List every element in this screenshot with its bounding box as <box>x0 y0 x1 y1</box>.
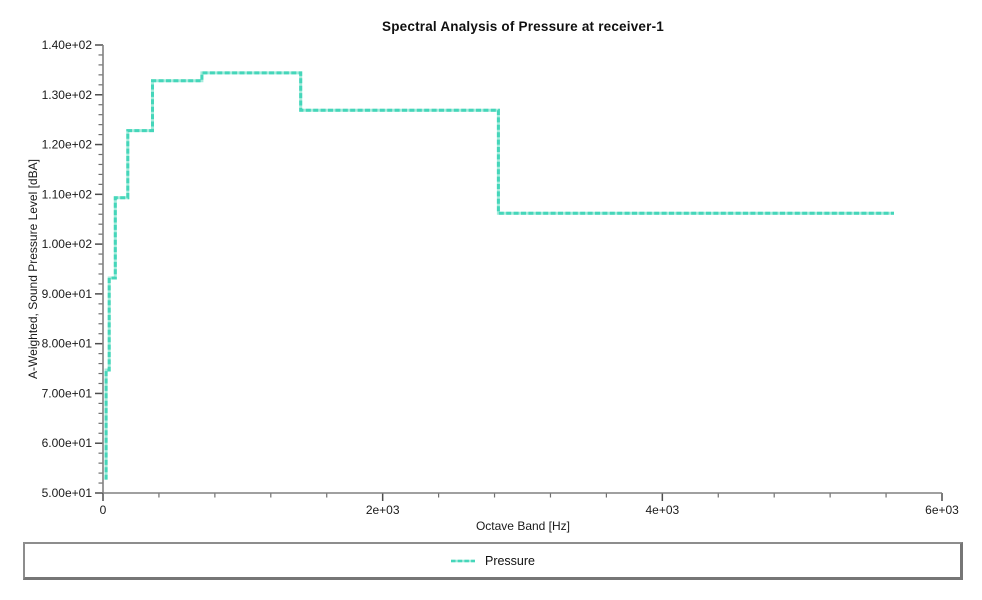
axis-spines <box>102 45 942 494</box>
y-axis-title: A-Weighted, Sound Pressure Level [dBA] <box>26 159 40 379</box>
pressure-step-line <box>104 71 894 480</box>
series-pressure-line <box>104 71 894 480</box>
y-tick-label: 1.30e+02 <box>42 88 93 102</box>
y-tick-label: 1.20e+02 <box>42 138 93 152</box>
y-tick-label: 1.10e+02 <box>42 187 93 201</box>
chart-title: Spectral Analysis of Pressure at receive… <box>382 19 664 34</box>
legend-item-label: Pressure <box>484 553 536 568</box>
y-tick-label: 1.40e+02 <box>42 38 93 52</box>
legend-line-swatch <box>450 559 475 562</box>
legend-item-pressure[interactable]: Pressure <box>450 554 535 568</box>
y-tick-label: 6.00e+01 <box>42 436 93 450</box>
axis-ticks <box>95 44 943 501</box>
y-tick-label: 7.00e+01 <box>42 386 93 400</box>
x-tick-label: 4e+03 <box>645 503 679 517</box>
x-axis-title: Octave Band [Hz] <box>475 519 571 533</box>
tick-labels: 0 2e+03 4e+03 6e+03 5.00e+01 6.00e+01 7.00e+01… <box>42 38 960 517</box>
x-tick-label: 6e+03 <box>925 503 959 517</box>
y-tick-label: 8.00e+01 <box>42 337 93 351</box>
y-tick-label: 1.00e+02 <box>42 237 93 251</box>
y-tick-label: 9.00e+01 <box>42 287 93 301</box>
y-tick-label: 5.00e+01 <box>42 486 93 500</box>
x-tick-label: 0 <box>100 503 107 517</box>
legend-box: Pressure <box>23 542 963 580</box>
x-tick-label: 2e+03 <box>366 503 400 517</box>
